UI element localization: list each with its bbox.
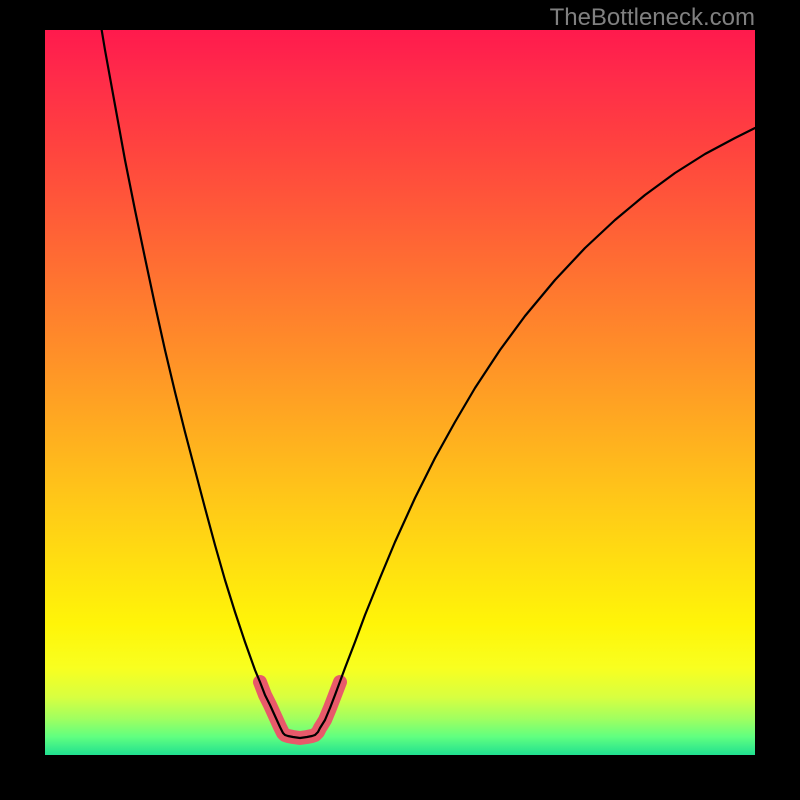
bottleneck-curve [100, 30, 755, 738]
plot-area [45, 30, 755, 755]
curve-layer [45, 30, 755, 755]
watermark-text: TheBottleneck.com [550, 4, 755, 32]
